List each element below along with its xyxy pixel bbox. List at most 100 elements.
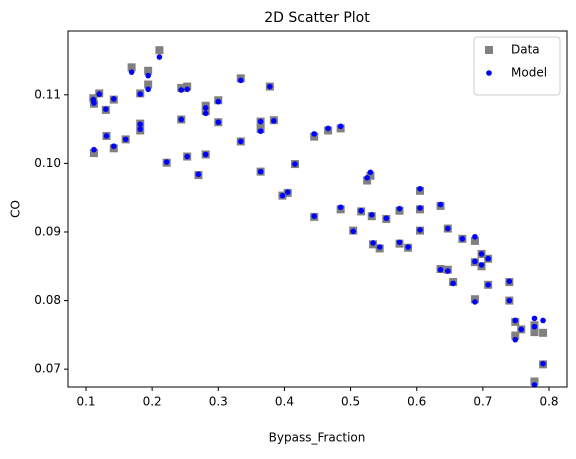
model-point [257,118,264,125]
model-point [110,143,117,150]
model-point [396,239,403,246]
model-point [110,96,117,102]
model-point [540,360,546,367]
model-point [128,69,135,75]
model-point [279,192,286,199]
model-point [478,262,485,268]
model-point [237,77,244,84]
model-point [368,212,375,218]
model-point [267,83,273,90]
y-tick-label: 0.09 [34,224,61,238]
model-point [292,161,298,167]
model-point [540,317,546,324]
data-point [366,171,375,180]
model-point [103,133,110,139]
model-point [122,136,129,143]
model-point [145,72,151,79]
model-point [137,121,144,128]
model-point [96,91,103,97]
model-point [506,297,513,304]
model-point [257,168,264,175]
model-point [178,116,185,123]
x-tick-label: 0.6 [407,395,426,409]
model-point [156,54,163,60]
data-point [127,63,136,72]
model-point [350,228,357,235]
y-axis-label: CO [9,200,23,218]
data-point [470,236,479,245]
model-point [531,315,538,322]
model-point [195,171,202,178]
y-tick-label: 0.08 [34,293,61,307]
model-point [437,201,444,208]
model-point [459,236,466,242]
x-axis-label: Bypass_Fraction [269,431,366,445]
x-tick-label: 0.7 [473,395,492,409]
data-point [144,80,153,89]
x-tick-label: 0.8 [539,395,558,409]
model-point [383,215,390,222]
model-point [271,118,277,124]
model-point [257,128,264,134]
model-point [445,225,451,232]
model-point [145,86,151,93]
data-point [89,149,98,158]
x-tick-label: 0.2 [143,395,162,409]
y-tick-label: 0.07 [34,362,61,376]
model-point [417,205,423,211]
model-point [202,105,209,111]
y-tick-label: 0.11 [34,87,61,101]
data-point [530,328,539,337]
data-point [539,328,548,337]
model-point [518,326,525,333]
y-tick-label: 0.10 [34,156,61,170]
model-point [531,382,538,388]
model-point [396,205,403,212]
model-point [512,317,519,324]
model-point [311,213,317,220]
data-point [144,66,153,75]
plot-frame [67,30,568,388]
model-point [237,138,244,145]
model-point [437,266,444,273]
model-point [445,268,451,274]
model-point [337,204,344,211]
model-point [417,227,423,233]
legend-label: Model [511,66,547,80]
model-point [178,87,185,93]
x-tick-label: 0.5 [341,395,360,409]
chart-title: 2D Scatter Plot [264,10,370,26]
model-point [202,151,209,158]
model-point [472,299,478,305]
model-point [417,185,423,192]
model-point [486,70,492,76]
model-point [472,233,478,240]
model-point [485,255,491,262]
data-point [155,46,164,55]
model-point [284,189,291,195]
legend-box [473,36,561,96]
x-tick-label: 0.1 [76,395,95,409]
data-point [511,331,520,340]
model-point [358,207,364,214]
model-point [215,119,222,126]
model-point [325,125,331,132]
model-point [485,281,491,288]
model-point [370,240,376,246]
model-point [311,131,317,137]
model-point [405,244,411,250]
model-point [367,169,374,176]
model-point [376,244,383,250]
model-point [163,159,170,165]
model-point [478,251,485,257]
model-point [215,98,222,105]
x-tick-label: 0.4 [275,395,294,409]
legend-label: Data [511,43,540,57]
data-point [530,377,539,386]
model-point [531,323,538,330]
model-point [472,258,478,265]
model-point [337,123,344,130]
model-point [103,106,109,112]
model-point [506,278,513,285]
